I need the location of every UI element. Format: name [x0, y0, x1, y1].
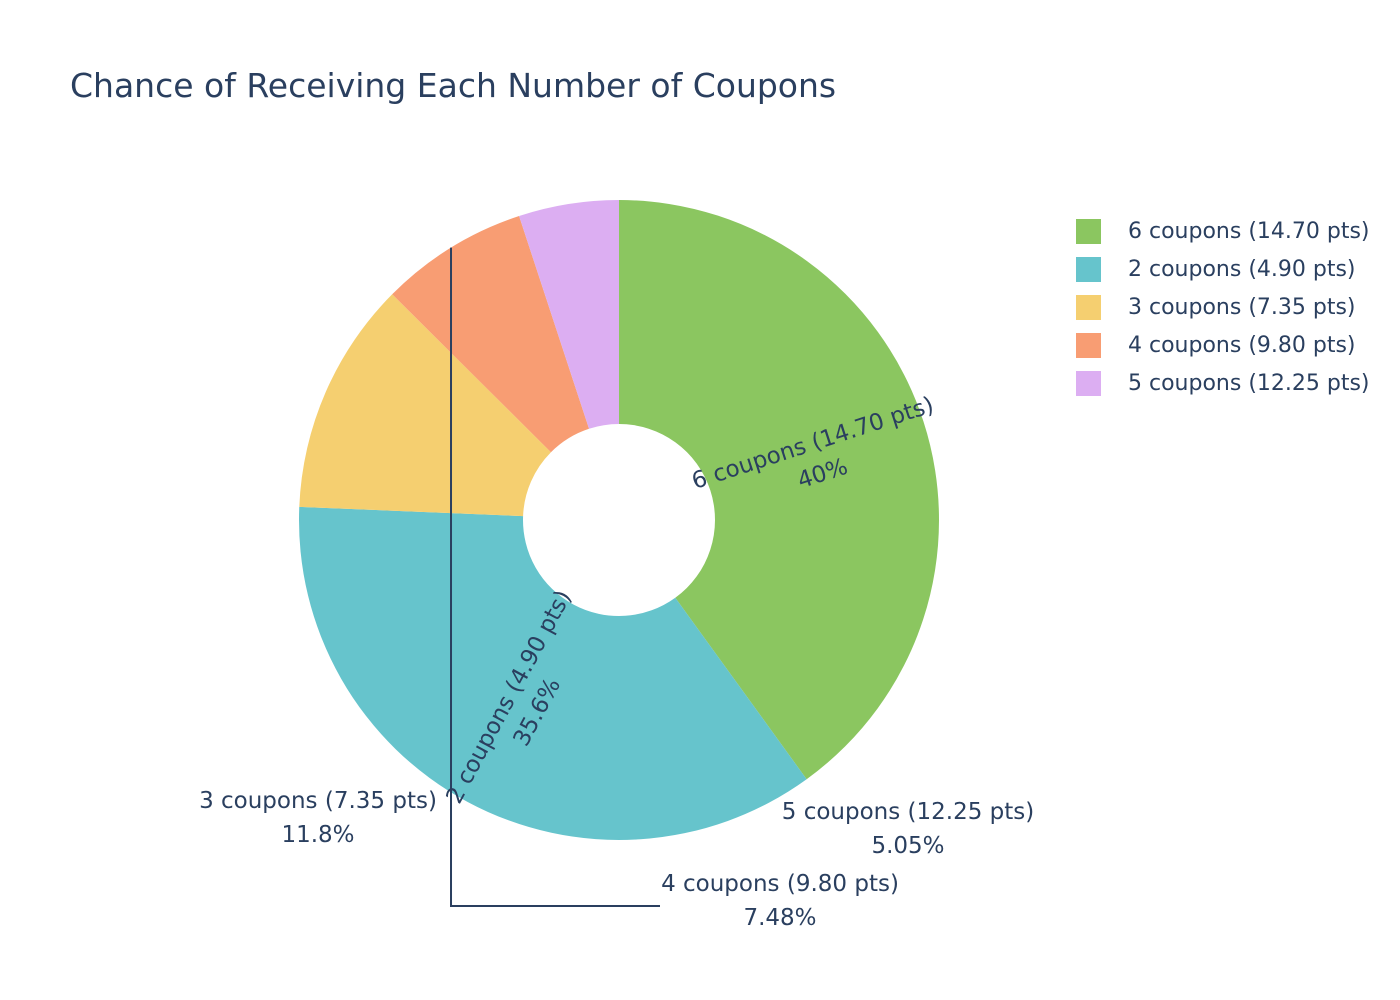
legend: 6 coupons (14.70 pts) 2 coupons (4.90 pts… — [1076, 212, 1370, 402]
legend-label: 3 coupons (7.35 pts) — [1128, 294, 1356, 320]
legend-item-4-coupons-9-80-pts[interactable]: 4 coupons (9.80 pts) — [1076, 326, 1370, 364]
legend-label: 6 coupons (14.70 pts) — [1128, 218, 1370, 244]
slice-6-coupons-14-70-pts[interactable] — [619, 200, 940, 780]
slice-4-coupons-9-80-pts[interactable] — [392, 215, 590, 453]
slice-3-coupons-7-35-pts[interactable] — [299, 294, 551, 517]
legend-item-6-coupons-14-70-pts[interactable]: 6 coupons (14.70 pts) — [1076, 212, 1370, 250]
slice-5-coupons-12-25-pts[interactable] — [519, 200, 619, 429]
legend-item-3-coupons-7-35-pts[interactable]: 3 coupons (7.35 pts) — [1076, 288, 1370, 326]
leader-line-4-coupons-9-80-pts — [450, 247, 660, 907]
legend-item-2-coupons-4-90-pts[interactable]: 2 coupons (4.90 pts) — [1076, 250, 1370, 288]
slice-label-4-coupons-9-80-pts: 4 coupons (9.80 pts) 7.48% — [661, 871, 899, 931]
slice-label-3-coupons-7-35-pts: 3 coupons (7.35 pts) 11.8% — [199, 788, 437, 848]
legend-swatch — [1076, 332, 1101, 358]
pie-slices — [299, 200, 940, 840]
chart-title: Chance of Receiving Each Number of Coupo… — [70, 66, 837, 105]
legend-item-5-coupons-12-25-pts[interactable]: 5 coupons (12.25 pts) — [1076, 364, 1370, 402]
legend-swatch — [1076, 218, 1101, 244]
legend-swatch — [1076, 294, 1101, 320]
slice-2-coupons-4-90-pts[interactable] — [299, 506, 807, 840]
legend-label: 2 coupons (4.90 pts) — [1128, 256, 1356, 282]
legend-label: 4 coupons (9.80 pts) — [1128, 332, 1356, 358]
legend-swatch — [1076, 256, 1101, 282]
legend-label: 5 coupons (12.25 pts) — [1128, 370, 1370, 396]
legend-swatch — [1076, 370, 1101, 396]
slice-label-5-coupons-12-25-pts: 5 coupons (12.25 pts) 5.05% — [782, 799, 1034, 859]
